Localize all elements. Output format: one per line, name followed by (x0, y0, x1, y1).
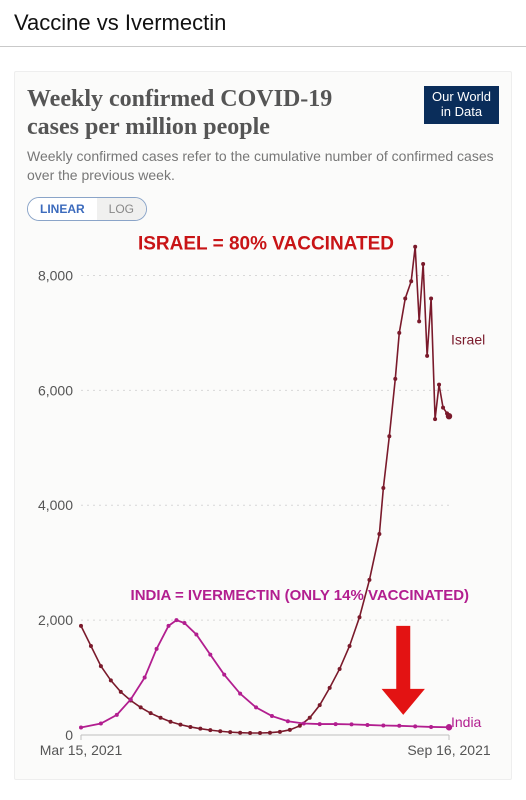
chart-svg: 0 2,000 4,000 6,000 8,000 Mar 15, 2021 Sep 16,… (27, 229, 503, 769)
badge-line2: in Data (432, 105, 491, 120)
toggle-linear[interactable]: LINEAR (28, 198, 97, 220)
toggle-log[interactable]: LOG (97, 198, 146, 220)
chart-subtitle: Weekly confirmed cases refer to the cumu… (27, 147, 499, 185)
chart-card: Our World in Data Weekly confirmed COVID… (14, 71, 512, 780)
annotation: INDIA = IVERMECTIN (ONLY 14% VACCINATED) (131, 587, 470, 604)
svg-text:8,000: 8,000 (38, 267, 73, 283)
arrow-annotation (382, 626, 425, 715)
svg-text:6,000: 6,000 (38, 382, 73, 398)
svg-text:Sep 16, 2021: Sep 16, 2021 (407, 742, 491, 758)
chart-title: Weekly confirmed COVID-19 cases per mill… (27, 86, 379, 141)
chart-plot: 0 2,000 4,000 6,000 8,000 Mar 15, 2021 Sep 16,… (27, 229, 499, 769)
annotation: ISRAEL = 80% VACCINATED (138, 234, 394, 255)
series-label-israel: Israel (451, 331, 485, 347)
header-bar: Vaccine vs Ivermectin (0, 0, 526, 47)
page-title: Vaccine vs Ivermectin (14, 10, 512, 36)
series-israel (81, 247, 449, 733)
badge-line1: Our World (432, 90, 491, 105)
svg-text:4,000: 4,000 (38, 497, 73, 513)
series-label-india: India (451, 714, 482, 730)
source-badge: Our World in Data (424, 86, 499, 124)
series-india (81, 620, 449, 727)
svg-text:0: 0 (65, 727, 73, 743)
scale-toggle[interactable]: LINEAR LOG (27, 197, 147, 221)
svg-text:2,000: 2,000 (38, 612, 73, 628)
svg-text:Mar 15, 2021: Mar 15, 2021 (40, 742, 123, 758)
